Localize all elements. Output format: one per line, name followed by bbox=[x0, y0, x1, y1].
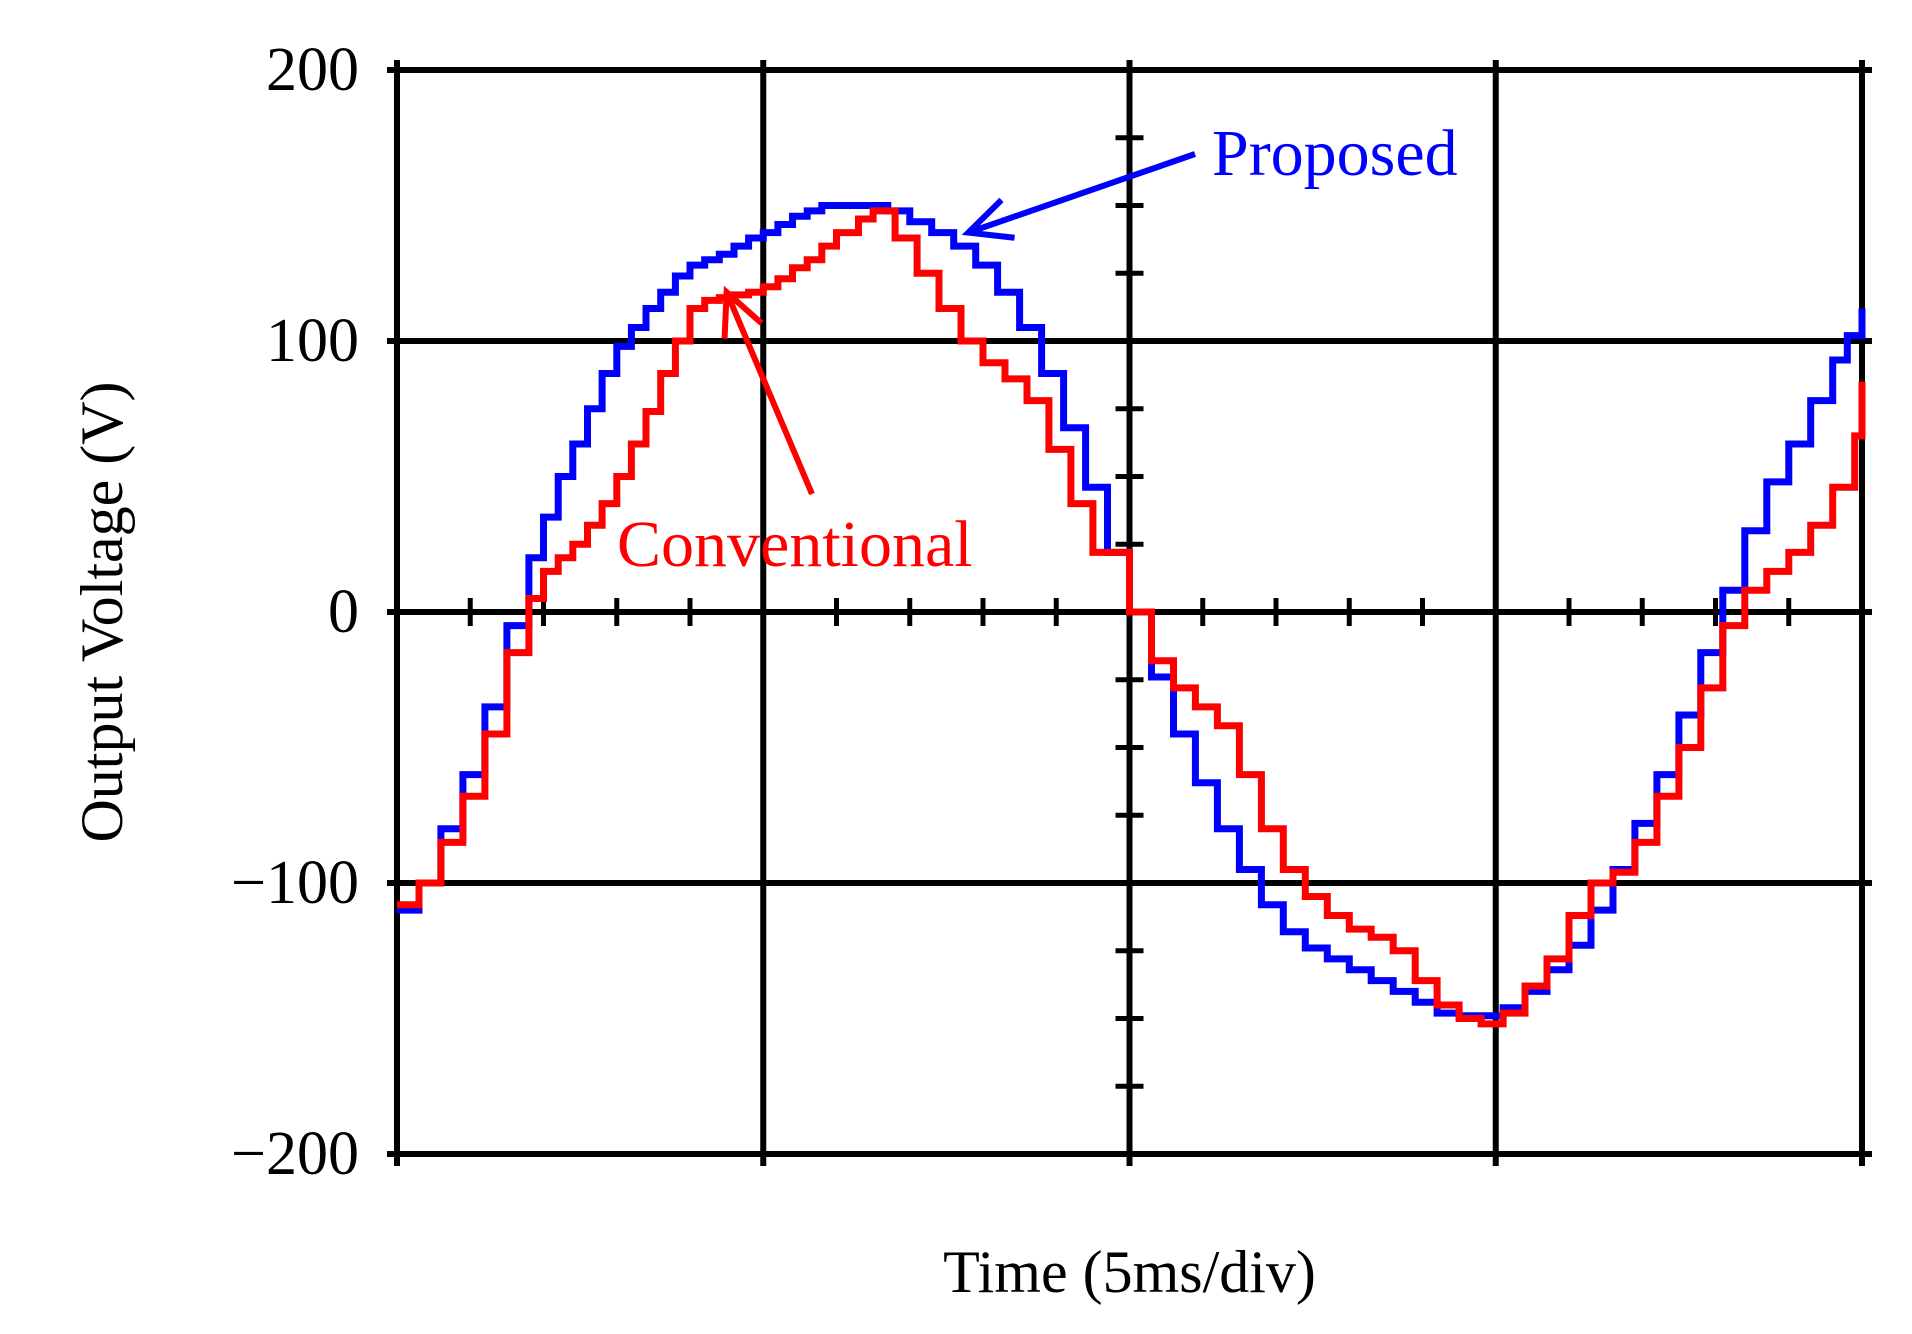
series-line-conventional bbox=[397, 207, 1866, 1028]
annotation-arrow bbox=[723, 291, 815, 496]
y-axis-label: Output Voltage (V) bbox=[69, 381, 135, 842]
annotation-arrowhead bbox=[961, 197, 1015, 241]
y-tick-label: −200 bbox=[231, 1120, 359, 1188]
y-tick-label: 100 bbox=[266, 307, 359, 375]
y-tick-label: −100 bbox=[231, 849, 359, 917]
x-axis-label: Time (5ms/div) bbox=[943, 1239, 1316, 1305]
tick-labels: 200 100 0 −100 −200 bbox=[231, 36, 359, 1188]
y-tick-label: 200 bbox=[266, 36, 359, 104]
annotation-label-proposed: Proposed bbox=[1212, 117, 1458, 190]
minor-ticks bbox=[394, 67, 1865, 1157]
annotation-arrow bbox=[967, 151, 1196, 236]
y-tick-label: 0 bbox=[328, 578, 359, 646]
series-layer bbox=[397, 202, 1866, 1028]
annotation-label-conventional: Conventional bbox=[617, 508, 973, 581]
annotations: Proposed Conventional bbox=[617, 117, 1458, 581]
annotation-arrowhead bbox=[721, 285, 764, 339]
